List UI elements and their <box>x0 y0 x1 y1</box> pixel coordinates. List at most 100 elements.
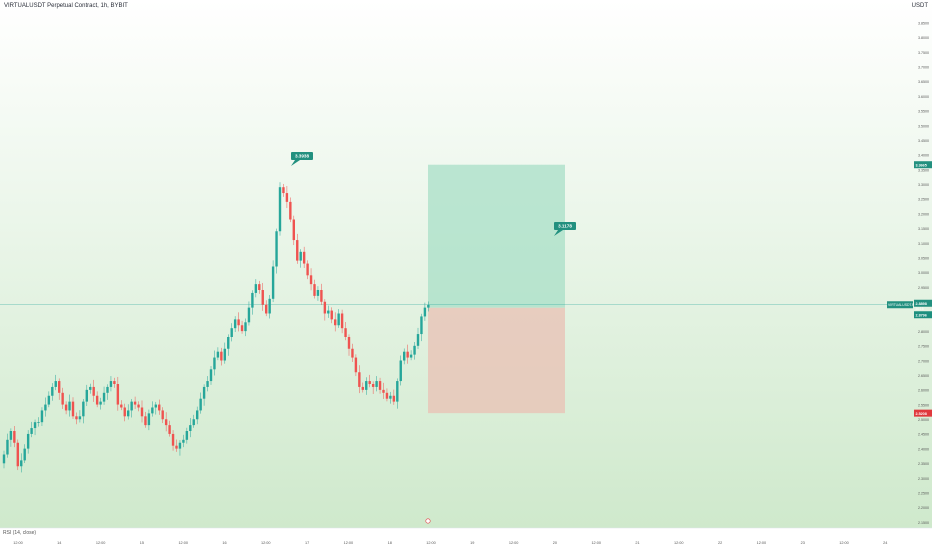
candle-body <box>158 404 161 411</box>
candle-body <box>258 284 261 290</box>
candle-body <box>237 319 240 326</box>
symbol-tag-bg <box>887 301 913 309</box>
rsi-indicator-label[interactable]: RSI (14, close) <box>3 530 37 536</box>
candle-body <box>289 201 292 220</box>
x-tick-label: 12:00 <box>509 541 519 545</box>
x-tick-label: 12:00 <box>757 541 767 545</box>
y-tick-label: 3.7500 <box>918 51 929 55</box>
candle-body <box>244 322 247 332</box>
candle-body <box>95 395 99 405</box>
take-profit-zone <box>428 164 565 308</box>
candle-body <box>133 401 137 405</box>
y-tick-label: 2.3000 <box>918 477 929 481</box>
y-tick-label: 2.5000 <box>918 418 929 422</box>
candle-body <box>147 413 151 426</box>
candle-body <box>213 357 216 370</box>
candle-body <box>375 381 378 387</box>
stop-loss-zone <box>428 307 565 414</box>
candle-body <box>247 307 251 323</box>
candle-body <box>292 219 295 241</box>
callout-box <box>554 222 576 230</box>
candle-body <box>209 369 213 382</box>
y-tick-label: 3.7000 <box>918 66 929 70</box>
candle-body <box>116 384 120 405</box>
y-tick-label: 3.3000 <box>918 183 929 187</box>
candle-body <box>230 328 233 337</box>
y-tick-label: 3.0000 <box>918 271 929 275</box>
candle-body <box>313 284 316 296</box>
stop-loss-badge-bg <box>914 409 932 417</box>
candle-body <box>127 410 130 417</box>
candle-body <box>413 345 416 355</box>
x-tick-label: 16 <box>222 541 226 545</box>
entry-badge: 2.8796 <box>916 313 927 317</box>
candle-body <box>151 407 154 414</box>
y-tick-label: 3.1500 <box>918 227 929 231</box>
y-tick-label: 2.7500 <box>918 345 929 349</box>
candle-body <box>199 398 202 411</box>
candle-body <box>416 334 420 346</box>
entry-badge-bg <box>914 311 932 319</box>
candle-body <box>47 395 51 405</box>
callout-text: 3.1178 <box>558 224 572 229</box>
x-tick-label: 22 <box>718 541 722 545</box>
stop-loss-badge: 2.5208 <box>916 412 927 416</box>
candle-body <box>296 240 299 261</box>
event-marker-icon <box>425 518 431 524</box>
x-tick-label: 18 <box>388 541 392 545</box>
candle-body <box>278 187 282 232</box>
candle-body <box>285 193 289 202</box>
candle-body <box>240 325 244 332</box>
candle-body <box>389 395 392 399</box>
candle-body <box>427 304 430 308</box>
candle-body <box>71 401 75 417</box>
candle-body <box>178 442 182 449</box>
y-tick-label: 2.2000 <box>918 506 929 510</box>
candle-body <box>92 386 95 396</box>
candle-body <box>223 348 226 361</box>
candle-body <box>323 301 327 314</box>
current-price-badge-bg <box>914 299 932 307</box>
candle-body <box>302 251 306 264</box>
candle-body <box>192 419 195 426</box>
candle-body <box>68 401 71 411</box>
candle-body <box>99 401 102 405</box>
y-tick-label: 2.6000 <box>918 389 929 393</box>
candle-body <box>23 448 26 461</box>
candle-body <box>144 416 147 426</box>
candle-body <box>196 410 199 420</box>
time-axis-panel <box>0 528 932 550</box>
candle-body <box>220 351 223 361</box>
candle-body <box>409 354 413 358</box>
candle-body <box>123 407 126 417</box>
candle-body <box>120 404 123 408</box>
candle-body <box>40 410 44 423</box>
x-tick-label: 17 <box>305 541 309 545</box>
candle-body <box>371 384 375 387</box>
x-tick-label: 12:00 <box>839 541 849 545</box>
y-tick-label: 3.5000 <box>918 124 929 128</box>
candle-body <box>316 290 320 296</box>
candle-body <box>420 316 423 335</box>
take-profit-badge: 3.3665 <box>916 163 927 167</box>
candle-body <box>168 425 171 434</box>
candle-body <box>344 328 347 337</box>
y-tick-label: 2.7000 <box>918 359 929 363</box>
y-tick-label: 2.8000 <box>918 330 929 334</box>
candle-body <box>137 404 140 408</box>
y-tick-label: 3.2000 <box>918 212 929 216</box>
y-tick-label: 3.0500 <box>918 256 929 260</box>
candle-body <box>251 292 254 308</box>
candle-body <box>78 416 82 420</box>
y-tick-label: 2.3500 <box>918 462 929 466</box>
y-tick-label: 2.9500 <box>918 286 929 290</box>
candle-body <box>227 337 230 349</box>
candle-body <box>202 386 206 399</box>
y-tick-label: 3.4000 <box>918 154 929 158</box>
x-tick-label: 12:00 <box>674 541 684 545</box>
candle-body <box>30 428 33 434</box>
y-tick-label: 2.4000 <box>918 447 929 451</box>
countdown-label: 20:15 <box>916 307 924 311</box>
